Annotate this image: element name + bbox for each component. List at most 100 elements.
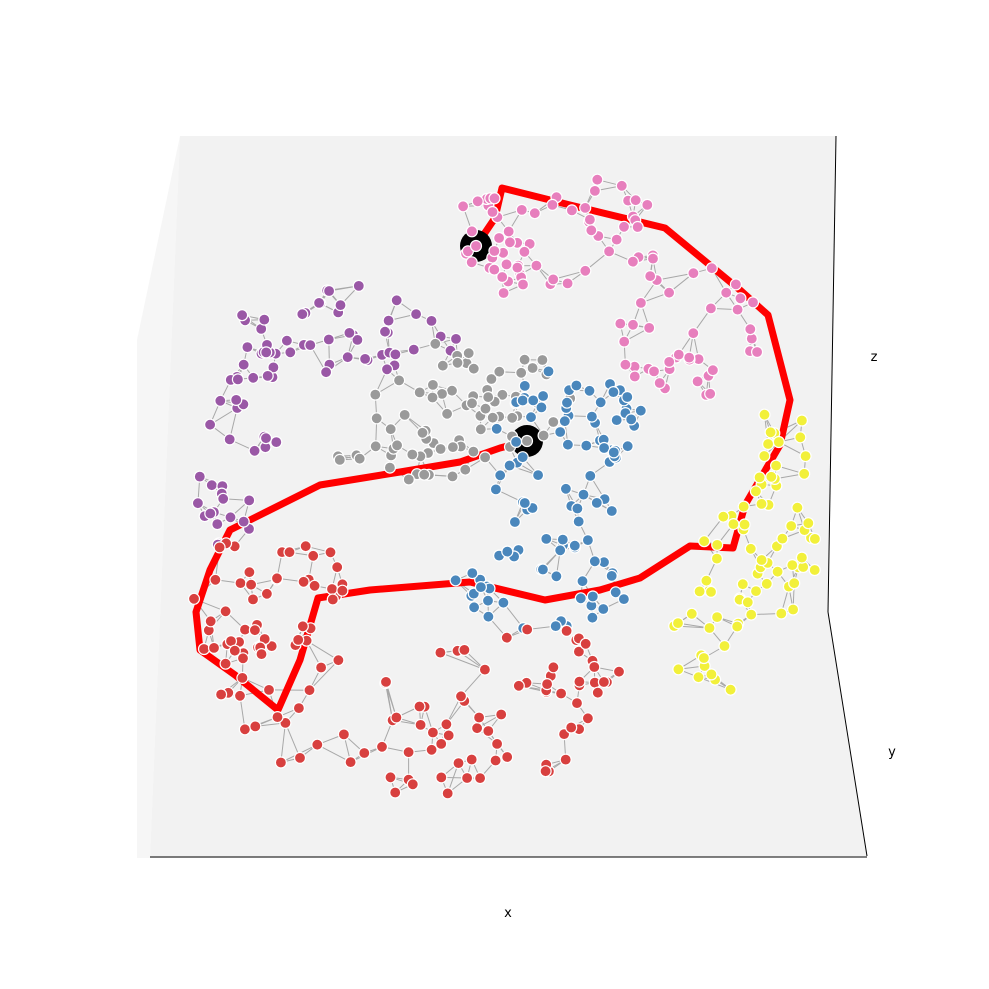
graph-node-blue — [550, 570, 563, 583]
graph-node-yellow — [736, 578, 749, 591]
graph-node-red — [255, 647, 268, 661]
graph-node-red — [292, 701, 305, 715]
graph-node-yellow — [772, 435, 785, 449]
graph-node-yellow — [788, 577, 801, 590]
graph-node-yellow — [760, 577, 773, 590]
graph-node-blue — [524, 411, 538, 424]
graph-node-yellow — [703, 621, 716, 635]
graph-node-yellow — [698, 535, 711, 548]
graph-node-red — [375, 740, 389, 753]
graph-node-gray — [536, 353, 549, 367]
graph-node-purple — [359, 352, 372, 365]
graph-node-pink — [465, 256, 478, 269]
graph-node-pink — [662, 286, 676, 299]
graph-node-purple — [449, 332, 463, 345]
graph-node-blue — [572, 515, 585, 528]
graph-node-pink — [530, 259, 543, 272]
graph-node-pink — [614, 317, 627, 330]
graph-node-yellow — [765, 470, 778, 483]
graph-node-blue — [560, 396, 574, 409]
graph-node-yellow — [769, 459, 783, 472]
graph-node-gray — [537, 429, 550, 442]
graph-node-pink — [528, 207, 541, 220]
graph-node-gray — [485, 372, 498, 386]
graph-node-blue — [494, 469, 507, 482]
graph-node-red — [337, 728, 350, 741]
graph-node-pink — [469, 239, 483, 253]
graph-node-pink — [617, 220, 631, 233]
graph-node-pink — [602, 245, 616, 258]
graph-node-purple — [410, 308, 423, 321]
graph-node-red — [215, 688, 228, 701]
graph-node-gray — [383, 461, 396, 474]
graph-node-pink — [516, 278, 530, 291]
graph-node-red — [473, 711, 486, 724]
graph-node-blue — [583, 384, 596, 397]
graph-node-yellow — [795, 414, 809, 427]
graph-edge — [280, 722, 286, 763]
graph-node-purple — [351, 333, 364, 346]
graph-node-purple — [270, 436, 283, 449]
graph-node-yellow — [749, 584, 763, 598]
graph-node-red — [311, 738, 324, 751]
graph-node-blue — [531, 469, 545, 482]
graph-node-gray — [413, 386, 426, 399]
graph-node-purple — [193, 470, 206, 483]
graph-node-pink — [734, 292, 747, 305]
graph-node-gray — [446, 441, 459, 454]
graph-node-blue — [559, 482, 573, 495]
graph-node-pink — [615, 179, 628, 192]
graph-node-red — [425, 743, 438, 756]
graph-node-blue — [605, 569, 618, 583]
graph-node-red — [474, 771, 487, 785]
graph-node-pink — [683, 351, 696, 364]
graph-node-red — [539, 765, 552, 778]
graph-node-purple — [296, 308, 309, 321]
graph-node-red — [271, 710, 284, 724]
graph-node-yellow — [808, 532, 822, 546]
graph-node-blue — [518, 379, 531, 392]
x-axis-label: x — [504, 906, 512, 921]
graph-node-pink — [619, 358, 632, 371]
graph-node-gray — [402, 473, 415, 486]
graph-node-red — [521, 623, 534, 636]
graph-node-gray — [486, 411, 499, 424]
graph-node-blue — [527, 394, 540, 407]
graph-node-yellow — [753, 471, 766, 484]
graph-node-purple — [343, 326, 356, 339]
graph-node-red — [478, 663, 491, 676]
graph-node-gray — [429, 337, 442, 350]
graph-node-red — [406, 778, 419, 791]
graph-node-blue — [468, 601, 481, 614]
graph-node-purple — [204, 507, 217, 520]
graph-node-yellow — [799, 450, 812, 463]
graph-node-pink — [691, 375, 704, 388]
graph-node-yellow — [718, 639, 731, 653]
graph-node-gray — [369, 388, 382, 401]
graph-node-purple — [304, 339, 317, 352]
graph-node-purple — [214, 394, 227, 407]
graph-node-purple — [261, 369, 274, 382]
graph-node-red — [588, 660, 601, 674]
graph-node-red — [249, 720, 262, 733]
graph-node-yellow — [771, 565, 784, 578]
graph-node-red — [219, 605, 232, 618]
graph-node-pink — [518, 245, 531, 258]
graph-node-red — [204, 615, 217, 628]
graph-node-red — [344, 755, 357, 769]
graph-node-pink — [579, 201, 592, 214]
graph-node-yellow — [802, 517, 815, 530]
graph-node-blue — [607, 446, 620, 459]
graph-node-red — [243, 566, 256, 579]
graph-node-red — [512, 679, 525, 692]
graph-node-pink — [471, 195, 484, 208]
graph-node-yellow — [775, 607, 788, 620]
graph-node-gray — [467, 445, 480, 458]
graph-node-red — [612, 665, 626, 678]
graph-node-blue — [634, 404, 647, 417]
graph-node-gray — [493, 365, 506, 378]
graph-node-pink — [565, 204, 579, 217]
graph-node-yellow — [700, 574, 713, 587]
graph-node-red — [581, 712, 595, 725]
graph-node-blue — [588, 555, 601, 568]
